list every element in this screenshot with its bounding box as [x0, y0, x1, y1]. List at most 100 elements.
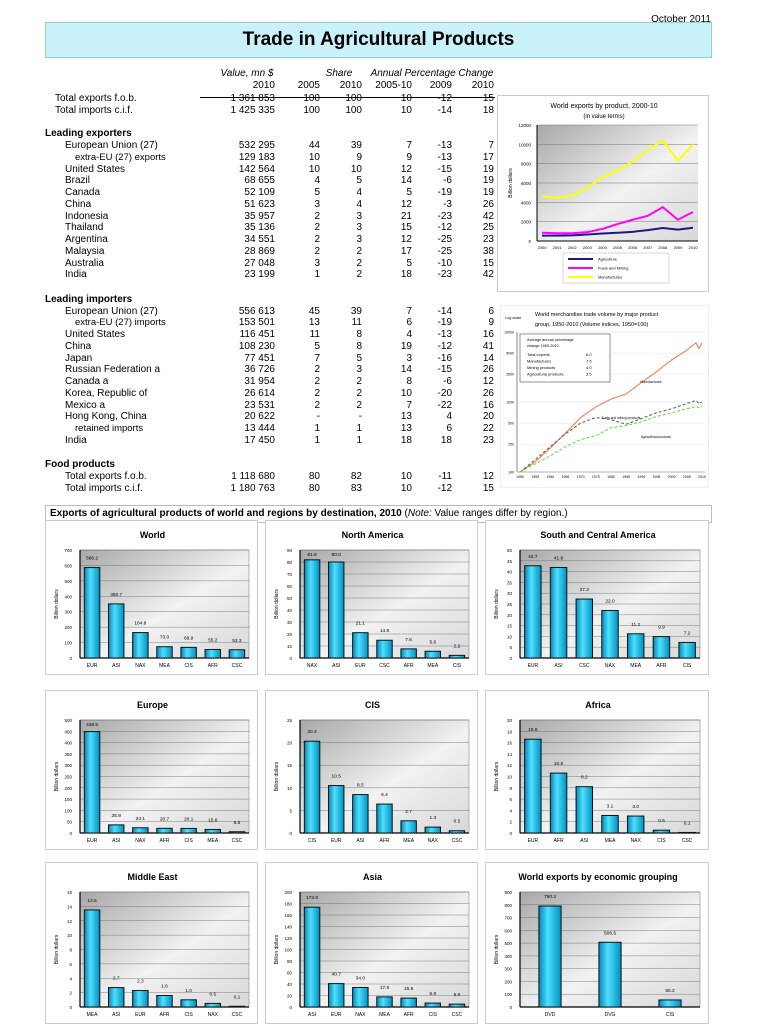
average-change-label: Manufactures	[527, 359, 551, 364]
table-cell: 5	[406, 187, 412, 198]
y-tick-label: 8000	[521, 162, 532, 167]
table-cell: 11	[351, 317, 362, 329]
bar-asi	[303, 906, 321, 1008]
bar-cis	[424, 1002, 442, 1008]
average-change-label: Total exports	[527, 352, 550, 357]
table-cell: 20 622	[244, 411, 275, 423]
x-tick-label: EUR	[87, 663, 98, 669]
row-label: Korea, Republic of	[65, 387, 148, 399]
bar-asi	[107, 987, 125, 1008]
table-cell: 7	[488, 140, 494, 151]
x-tick-label: DVG	[605, 1012, 616, 1018]
table-cell: 14	[482, 352, 494, 364]
x-tick-label: CSC	[232, 838, 243, 844]
x-tick-label: 2008	[658, 245, 668, 250]
table-cell: 1 361 853	[230, 93, 276, 104]
x-tick-label: ASI	[112, 663, 120, 669]
bar-csc	[228, 649, 246, 659]
table-cell: -23	[437, 269, 452, 281]
y-axis-label: Billion dollars	[54, 761, 60, 791]
table-cell: -	[358, 411, 362, 423]
y-tick-label: 90	[287, 548, 293, 553]
table-cell: -16	[437, 352, 452, 364]
table-cell: 4	[406, 329, 412, 340]
bar-nax	[132, 632, 149, 659]
y-tick-label: 200	[284, 890, 292, 895]
table-cell: -15	[437, 364, 452, 376]
table-cell: 4	[446, 411, 452, 423]
y-tick-label: 20	[287, 994, 293, 999]
y-tick-label: 100	[504, 992, 512, 997]
bar-asi	[352, 794, 369, 834]
x-tick-label: CSC	[452, 838, 463, 844]
bar-chart-svg: World exports by economic grouping 0 100 20…	[494, 872, 701, 1018]
y-tick-label: 50	[67, 820, 73, 825]
column-group-header: Annual Percentage Change	[370, 68, 494, 79]
column-year-header: 2010	[252, 80, 275, 91]
table-cell: -19	[437, 187, 452, 198]
x-tick-label: MEA	[605, 838, 617, 844]
chart-title: Europe	[137, 700, 168, 710]
table-header-rule	[200, 97, 495, 98]
y-tick-label: 700	[504, 916, 512, 921]
section-heading-text: Exports of agricultural products of worl…	[50, 508, 402, 519]
table-cell: 68 655	[244, 175, 275, 187]
y-tick-label: 4000	[521, 200, 532, 205]
table-cell: 3	[406, 352, 412, 364]
y-tick-label: 25	[507, 602, 513, 607]
table-cell: 7	[406, 399, 412, 411]
series-label: Fuels and mining products	[602, 416, 641, 420]
data-label: 3.0	[632, 804, 639, 810]
x-tick-label: AFR	[160, 1012, 170, 1018]
table-cell: 129 183	[238, 151, 275, 163]
x-tick-label: CIS	[184, 1012, 193, 1018]
y-axis-label: Billion dollars	[274, 589, 280, 619]
table-cell: 34 551	[244, 234, 275, 245]
data-label: 586.2	[86, 556, 98, 562]
data-label: 350.7	[110, 592, 122, 598]
bar-asi	[327, 561, 345, 659]
table-cell: 15	[482, 257, 494, 269]
y-tick-label: 250	[508, 443, 514, 447]
x-tick-label: 2000	[538, 245, 548, 250]
x-tick-label: MEA	[87, 1012, 99, 1018]
y-tick-label: 800	[504, 903, 512, 908]
x-tick-label: MEA	[630, 663, 642, 669]
bar-afr	[400, 648, 417, 659]
table-cell: 8	[356, 340, 362, 352]
x-tick-label: AFR	[404, 1012, 414, 1018]
table-cell: 13 444	[244, 423, 275, 434]
y-tick-label: 900	[504, 890, 512, 895]
series-label: Agricultural products	[641, 435, 671, 439]
data-label: 790.2	[544, 894, 556, 900]
table-cell: 2	[356, 399, 362, 411]
table-cell: 27 048	[244, 257, 275, 269]
table-cell: 19	[400, 340, 412, 352]
table-cell: 83	[350, 482, 362, 494]
y-tick-label: 400	[64, 594, 72, 599]
table-cell: 5	[356, 175, 362, 187]
x-tick-label: NAX	[428, 838, 439, 844]
y-tick-label: 100	[284, 948, 292, 953]
table-cell: 35 957	[244, 210, 275, 222]
row-label: Total exports f.o.b.	[65, 471, 147, 482]
x-tick-label: CIS	[657, 838, 666, 844]
x-tick-label: AFR	[208, 663, 218, 669]
table-cell: -	[316, 411, 320, 423]
x-tick-label: 2001	[553, 245, 563, 250]
table-cell: 9	[356, 151, 362, 163]
bar-chart-middle-east: Middle East 0 2 4 6 8 10 12 14 16 Billion dollars 1…	[45, 862, 258, 1024]
data-label: 164.8	[134, 621, 146, 627]
row-label: India	[65, 269, 87, 281]
bar-afr	[156, 827, 173, 834]
bar-chart-north-america: North America 0 10 20 30 40 50 60 70 80 90 Billion …	[265, 520, 478, 675]
row-label: Malaysia	[65, 245, 105, 257]
y-tick-label: 80	[287, 560, 293, 565]
series-line-fuels-and-mining-products	[519, 399, 703, 473]
series-line-fuels-and-mining	[541, 205, 694, 235]
table-cell: 15	[482, 93, 494, 104]
y-tick-label: 140	[284, 925, 292, 930]
chart-title: Middle East	[127, 872, 177, 882]
table-cell: 2	[314, 210, 320, 222]
table-cell: 4	[356, 187, 362, 198]
